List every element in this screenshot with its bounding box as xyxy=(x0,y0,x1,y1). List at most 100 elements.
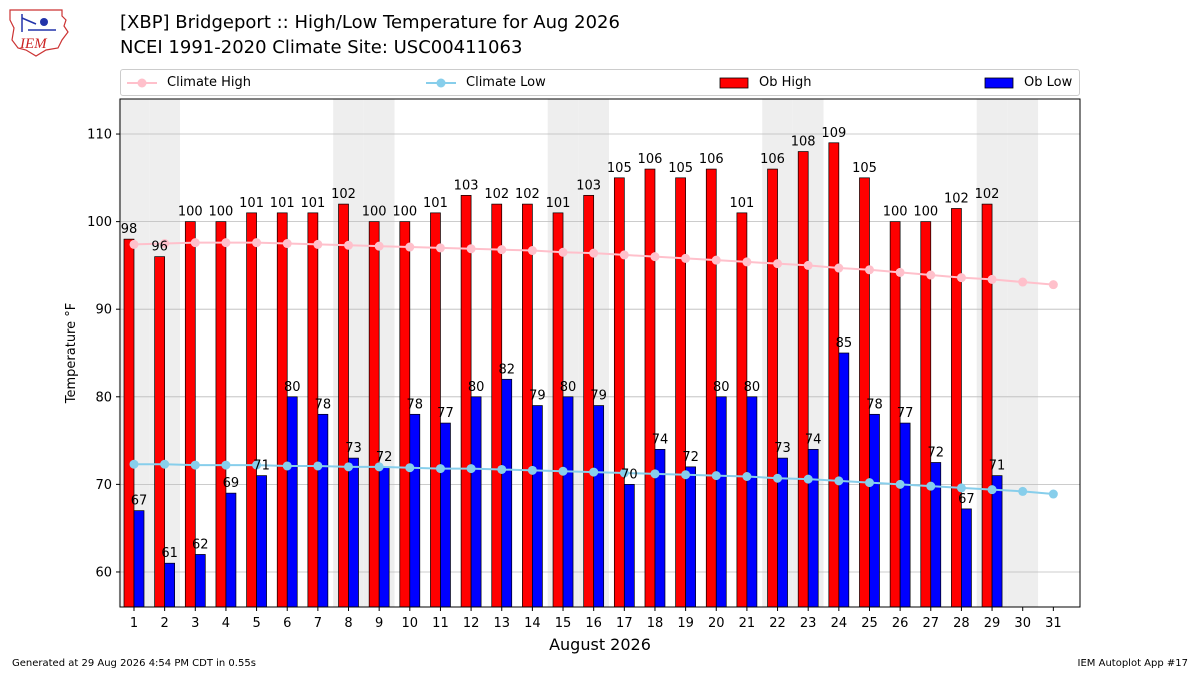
climate-low-point xyxy=(803,474,813,484)
climate-high-point xyxy=(221,238,231,248)
x-tick-label: 9 xyxy=(375,616,383,631)
legend-label-climate-high: Climate High xyxy=(167,75,252,90)
ob-low-label: 82 xyxy=(498,362,515,377)
legend-item-ob-low: Ob Low xyxy=(984,70,1072,95)
ob-high-bar xyxy=(675,177,686,608)
ob-high-label: 109 xyxy=(821,126,846,141)
climate-low-point xyxy=(190,460,200,470)
climate-low-point xyxy=(834,476,844,486)
climate-high-marker-icon xyxy=(127,78,157,87)
ob-high-label: 102 xyxy=(331,187,356,202)
climate-high-point xyxy=(129,239,139,249)
ob-low-label: 67 xyxy=(131,494,148,509)
ob-high-label: 105 xyxy=(607,161,632,176)
climate-low-point xyxy=(926,481,936,491)
climate-low-point xyxy=(1048,489,1058,499)
ob-low-bar xyxy=(164,562,175,608)
x-tick-label: 21 xyxy=(739,616,756,631)
plot-frame xyxy=(119,98,1081,608)
ob-high-bar xyxy=(368,221,380,608)
weekend-shade xyxy=(1007,99,1039,607)
x-tick-label: 8 xyxy=(344,616,352,631)
x-tick-label: 1 xyxy=(130,616,138,631)
climate-low-point xyxy=(681,470,691,480)
climate-low-point xyxy=(252,460,262,470)
y-tick-label: 100 xyxy=(87,215,112,230)
legend-label-climate-low: Climate Low xyxy=(466,75,546,90)
climate-low-point xyxy=(160,459,170,469)
logo-text: IEM xyxy=(19,36,48,52)
iem-logo: IEM xyxy=(9,9,69,57)
ob-high-bar xyxy=(276,212,288,608)
climate-high-point xyxy=(527,246,537,256)
x-axis-label: August 2026 xyxy=(549,635,651,654)
climate-low-point xyxy=(650,469,660,479)
climate-high-point xyxy=(497,245,507,255)
ob-high-label: 101 xyxy=(300,196,325,211)
ob-low-bar xyxy=(256,475,267,608)
x-tick-label: 28 xyxy=(953,616,970,631)
x-tick-label: 2 xyxy=(161,616,169,631)
ob-low-bar xyxy=(899,422,911,608)
ob-low-label: 80 xyxy=(713,380,730,395)
ob-high-bar xyxy=(736,212,748,608)
ob-high-label: 101 xyxy=(423,196,448,211)
climate-low-point xyxy=(435,464,445,474)
x-tick-label: 24 xyxy=(831,616,848,631)
legend-item-climate-low: Climate Low xyxy=(426,70,546,95)
x-tick-label: 6 xyxy=(283,616,291,631)
climate-low-marker-icon xyxy=(426,78,456,87)
ob-low-bar xyxy=(746,396,758,608)
y-axis-label: Temperature °F xyxy=(64,303,79,404)
climate-low-point xyxy=(619,468,629,478)
climate-high-point xyxy=(803,260,813,270)
climate-low-point xyxy=(589,467,599,477)
ob-low-bar xyxy=(623,484,635,608)
ob-low-bar xyxy=(440,422,451,608)
ob-high-label: 100 xyxy=(392,205,417,220)
climate-high-point xyxy=(313,239,323,249)
ob-high-label: 100 xyxy=(362,205,387,220)
climate-low-point xyxy=(374,462,384,472)
ob-low-label: 70 xyxy=(621,467,638,482)
ob-low-label: 73 xyxy=(774,441,791,456)
ob-low-bar xyxy=(225,492,237,608)
climate-high-point xyxy=(742,257,752,267)
ob-low-label: 80 xyxy=(468,380,485,395)
ob-low-label: 80 xyxy=(744,380,761,395)
ob-low-bar xyxy=(593,405,605,608)
ob-high-label: 100 xyxy=(209,205,234,220)
legend-item-ob-high: Ob High xyxy=(719,70,812,95)
ob-low-label: 78 xyxy=(315,397,332,412)
legend-label-ob-low: Ob Low xyxy=(1024,75,1073,90)
ob-high-label: 100 xyxy=(178,205,203,220)
climate-high-point xyxy=(435,243,445,253)
x-tick-label: 27 xyxy=(923,616,940,631)
ob-high-bar xyxy=(215,221,227,608)
ob-low-bar xyxy=(348,457,359,608)
climate-low-point xyxy=(558,466,568,476)
ob-low-bar xyxy=(409,413,421,608)
ob-high-bar xyxy=(491,203,503,608)
climate-low-point xyxy=(527,465,537,475)
ob-low-bar xyxy=(470,396,482,608)
y-tick-label: 110 xyxy=(87,128,112,143)
ob-low-label: 80 xyxy=(560,380,577,395)
y-tick-label: 70 xyxy=(95,478,112,493)
ob-low-bar xyxy=(807,448,819,608)
x-tick-label: 31 xyxy=(1045,616,1062,631)
ob-low-label: 74 xyxy=(652,432,669,447)
climate-low-point xyxy=(742,471,752,481)
x-tick-label: 26 xyxy=(892,616,909,631)
climate-low-point xyxy=(773,473,783,483)
y-tick-label: 60 xyxy=(95,565,112,580)
ob-high-label: 106 xyxy=(638,152,663,167)
climate-high-point xyxy=(773,259,783,269)
ob-high-bar xyxy=(613,177,625,608)
y-tick-label: 90 xyxy=(95,303,112,318)
climate-high-point xyxy=(895,267,905,277)
ob-low-label: 74 xyxy=(805,432,822,447)
x-tick-label: 29 xyxy=(984,616,1001,631)
x-tick-label: 16 xyxy=(585,616,602,631)
